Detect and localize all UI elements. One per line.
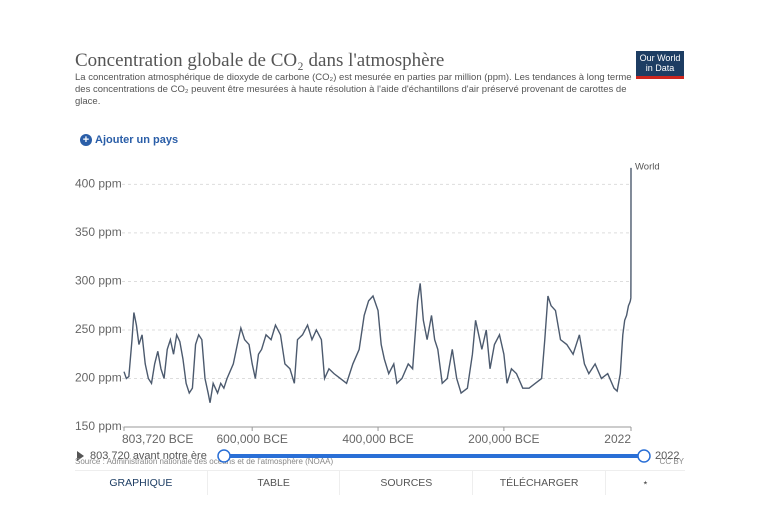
tab[interactable]: SOURCES [340,471,474,495]
logo[interactable]: Our World in Data [636,51,684,79]
timeline-end[interactable]: 2022 [655,450,679,462]
x-tick-label: 400,000 BCE [342,432,413,446]
tab[interactable]: GRAPHIQUE [75,471,208,495]
y-tick-label: 400 ppm [75,177,122,191]
source: Source : Administration nationale des oc… [75,457,333,466]
tab[interactable]: TÉLÉCHARGER [473,471,606,495]
timeline-handle[interactable] [217,449,231,463]
chart-subtitle: La concentration atmosphérique de dioxyd… [75,72,632,107]
x-tick-label: 600,000 BCE [216,432,287,446]
share-icon[interactable]: ⋆ [642,477,649,489]
timeline-handle[interactable] [637,449,651,463]
timeline-start[interactable]: 803 720 avant notre ère [90,450,207,462]
add-country[interactable]: + Ajouter un pays [80,134,178,146]
y-tick-label: 200 ppm [75,371,122,385]
license: CC BY [660,457,685,466]
chart-title: Concentration globale de CO₂ dans l'atmo… [75,50,445,71]
line [123,167,632,403]
add-country-label[interactable]: Ajouter un pays [95,134,179,146]
tab[interactable]: TABLE [208,471,341,495]
x-tick-label: 200,000 BCE [468,432,539,446]
x-tick-label: 803,720 BCE [122,432,193,446]
line-label: World [635,161,660,172]
y-tick-label: 250 ppm [75,322,122,336]
y-tick-label: 150 ppm [75,419,122,433]
x-tick-label: 2022 [604,432,631,446]
y-tick-label: 350 ppm [75,225,122,239]
play-icon[interactable] [77,451,84,461]
tab-bar: GRAPHIQUE TABLE SOURCES TÉLÉCHARGER ⋆ [75,470,685,495]
y-tick-label: 300 ppm [75,274,122,288]
